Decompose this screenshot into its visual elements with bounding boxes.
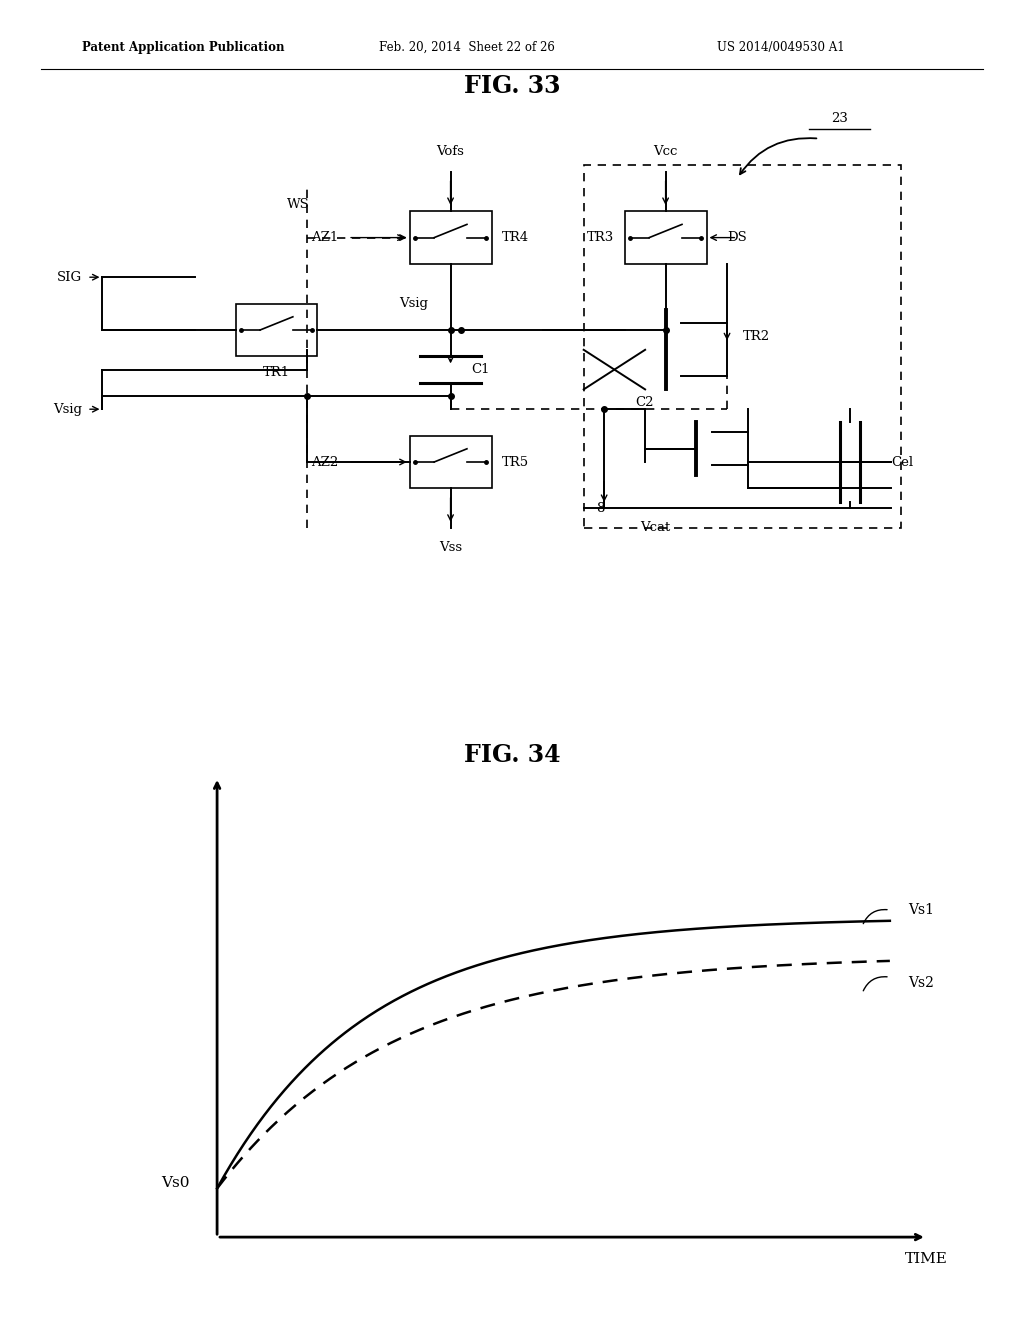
Text: AZ1: AZ1 <box>310 231 338 244</box>
Text: DS: DS <box>727 231 746 244</box>
Text: WS: WS <box>287 198 309 211</box>
Bar <box>584 165 901 528</box>
Text: Vss: Vss <box>439 541 462 554</box>
Text: TR2: TR2 <box>742 330 769 343</box>
Text: Cel: Cel <box>891 455 913 469</box>
Text: 8: 8 <box>596 502 604 515</box>
Bar <box>625 211 707 264</box>
Text: TR3: TR3 <box>587 231 614 244</box>
Text: Vs2: Vs2 <box>908 975 934 990</box>
Text: TR1: TR1 <box>263 366 290 379</box>
Text: 23: 23 <box>831 112 848 125</box>
Text: Feb. 20, 2014  Sheet 22 of 26: Feb. 20, 2014 Sheet 22 of 26 <box>379 41 555 54</box>
Text: US 2014/0049530 A1: US 2014/0049530 A1 <box>717 41 845 54</box>
Text: Vofs: Vofs <box>436 145 465 158</box>
Text: AZ2: AZ2 <box>310 455 338 469</box>
Text: TIME: TIME <box>905 1251 948 1266</box>
Text: C1: C1 <box>471 363 489 376</box>
Bar <box>410 436 492 488</box>
Bar <box>410 211 492 264</box>
Text: Vcat: Vcat <box>640 521 671 535</box>
Text: Vs0: Vs0 <box>161 1176 189 1191</box>
Text: Vcc: Vcc <box>653 145 678 158</box>
Text: Vsig: Vsig <box>399 297 428 310</box>
Text: TR5: TR5 <box>502 455 528 469</box>
Bar <box>236 304 317 356</box>
Text: Vs1: Vs1 <box>908 903 934 917</box>
Text: TR4: TR4 <box>502 231 528 244</box>
Text: FIG. 34: FIG. 34 <box>464 743 560 767</box>
Text: C2: C2 <box>635 396 653 409</box>
Text: FIG. 33: FIG. 33 <box>464 74 560 98</box>
Text: SIG: SIG <box>56 271 82 284</box>
Text: Patent Application Publication: Patent Application Publication <box>82 41 285 54</box>
Text: Vsig: Vsig <box>53 403 82 416</box>
